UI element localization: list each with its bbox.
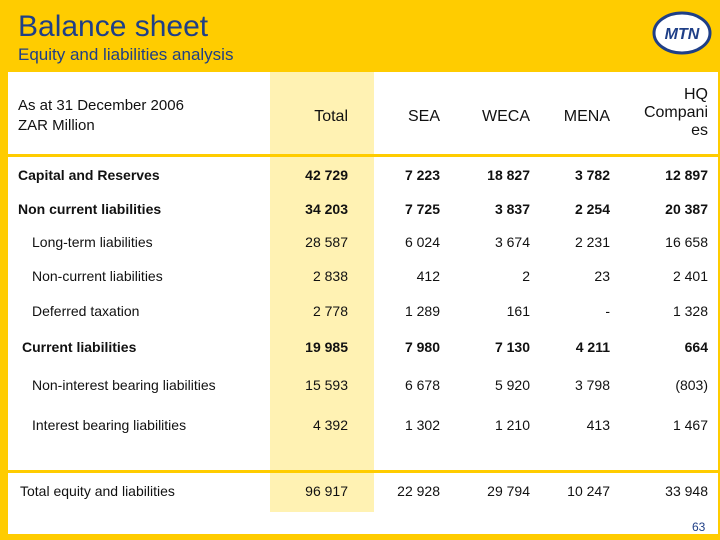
row-label: Non-interest bearing liabilities xyxy=(32,377,216,393)
header-divider xyxy=(8,154,718,157)
row-label: Long-term liabilities xyxy=(32,234,153,250)
table-row: Current liabilities 19 985 7 980 7 130 4… xyxy=(8,339,718,359)
cell-hq: 664 xyxy=(684,339,708,355)
hq-header-line3: es xyxy=(691,122,708,139)
cell-total: 4 392 xyxy=(312,417,348,433)
cell-total: 34 203 xyxy=(305,201,348,217)
cell-total: 96 917 xyxy=(305,483,348,499)
table-row: Non-current liabilities 2 838 412 2 23 2… xyxy=(8,268,718,288)
cell-weca: 29 794 xyxy=(487,483,530,499)
row-label: Capital and Reserves xyxy=(18,167,160,183)
table-caption: As at 31 December 2006 ZAR Million xyxy=(18,96,184,136)
cell-sea: 1 302 xyxy=(404,417,440,433)
cell-sea: 7 980 xyxy=(404,339,440,355)
cell-mena: 2 231 xyxy=(574,234,610,250)
cell-sea: 1 289 xyxy=(404,303,440,319)
cell-weca: 3 674 xyxy=(494,234,530,250)
hq-header-line2: Compani xyxy=(643,104,708,121)
cell-sea: 6 678 xyxy=(404,377,440,393)
total-column-highlight xyxy=(270,72,374,512)
table-row-total: Total equity and liabilities 96 917 22 9… xyxy=(8,483,718,503)
table-row: Deferred taxation 2 778 1 289 161 - 1 32… xyxy=(8,303,718,323)
cell-weca: 7 130 xyxy=(494,339,530,355)
column-header-sea: SEA xyxy=(407,108,440,125)
cell-hq: 1 328 xyxy=(672,303,708,319)
cell-hq: (803) xyxy=(675,377,708,393)
cell-total: 2 778 xyxy=(312,303,348,319)
cell-mena: 10 247 xyxy=(567,483,610,499)
cell-hq: 2 401 xyxy=(672,268,708,284)
cell-total: 28 587 xyxy=(305,234,348,250)
cell-weca: 2 xyxy=(522,268,530,284)
page-number: 63 xyxy=(692,520,706,534)
row-label: Non current liabilities xyxy=(18,201,162,217)
cell-hq: 20 387 xyxy=(665,201,708,217)
cell-total: 2 838 xyxy=(312,268,348,284)
total-divider xyxy=(8,470,718,473)
cell-sea: 7 223 xyxy=(404,167,440,183)
slide-subtitle: Equity and liabilities analysis xyxy=(18,45,234,64)
column-header-total: Total xyxy=(314,108,348,125)
slide-title: Balance sheet xyxy=(18,10,209,43)
table-row: Non-interest bearing liabilities 15 593 … xyxy=(8,377,718,397)
cell-total: 15 593 xyxy=(305,377,348,393)
row-label: Non-current liabilities xyxy=(32,268,163,284)
row-label: Total equity and liabilities xyxy=(20,483,175,499)
cell-mena: 3 782 xyxy=(574,167,610,183)
row-label: Interest bearing liabilities xyxy=(32,417,187,433)
cell-mena: 413 xyxy=(586,417,610,433)
cell-mena: 23 xyxy=(594,268,610,284)
row-label: Deferred taxation xyxy=(32,303,140,319)
table-row: Interest bearing liabilities 4 392 1 302… xyxy=(8,417,718,437)
cell-total: 19 985 xyxy=(305,339,348,355)
cell-weca: 161 xyxy=(506,303,530,319)
cell-hq: 1 467 xyxy=(672,417,708,433)
cell-mena: 3 798 xyxy=(574,377,610,393)
cell-total: 42 729 xyxy=(305,167,348,183)
column-header-weca: WECA xyxy=(482,108,530,125)
table-row: Capital and Reserves 42 729 7 223 18 827… xyxy=(8,167,718,187)
logo-text: MTN xyxy=(665,26,700,43)
hq-header-line1: HQ xyxy=(684,86,708,103)
cell-hq: 12 897 xyxy=(665,167,708,183)
table-row: Non current liabilities 34 203 7 725 3 8… xyxy=(8,201,718,221)
table-row: Long-term liabilities 28 587 6 024 3 674… xyxy=(8,234,718,254)
cell-weca: 1 210 xyxy=(494,417,530,433)
cell-sea: 7 725 xyxy=(404,201,440,217)
caption-date: As at 31 December 2006 xyxy=(18,97,184,114)
slide-header: Balance sheet Equity and liabilities ana… xyxy=(0,0,720,72)
mtn-logo-icon: MTN xyxy=(652,8,712,58)
caption-unit: ZAR Million xyxy=(18,117,95,134)
row-label: Current liabilities xyxy=(22,339,137,355)
cell-weca: 5 920 xyxy=(494,377,530,393)
column-header-hq: HQ Compani es xyxy=(628,86,708,140)
cell-sea: 6 024 xyxy=(404,234,440,250)
cell-mena: 4 211 xyxy=(575,339,610,355)
cell-weca: 3 837 xyxy=(494,201,530,217)
cell-sea: 412 xyxy=(416,268,440,284)
cell-mena: - xyxy=(605,303,610,319)
cell-hq: 16 658 xyxy=(665,234,708,250)
cell-hq: 33 948 xyxy=(665,483,708,499)
cell-weca: 18 827 xyxy=(487,167,530,183)
cell-sea: 22 928 xyxy=(397,483,440,499)
cell-mena: 2 254 xyxy=(574,201,610,217)
column-header-mena: MENA xyxy=(563,108,610,125)
